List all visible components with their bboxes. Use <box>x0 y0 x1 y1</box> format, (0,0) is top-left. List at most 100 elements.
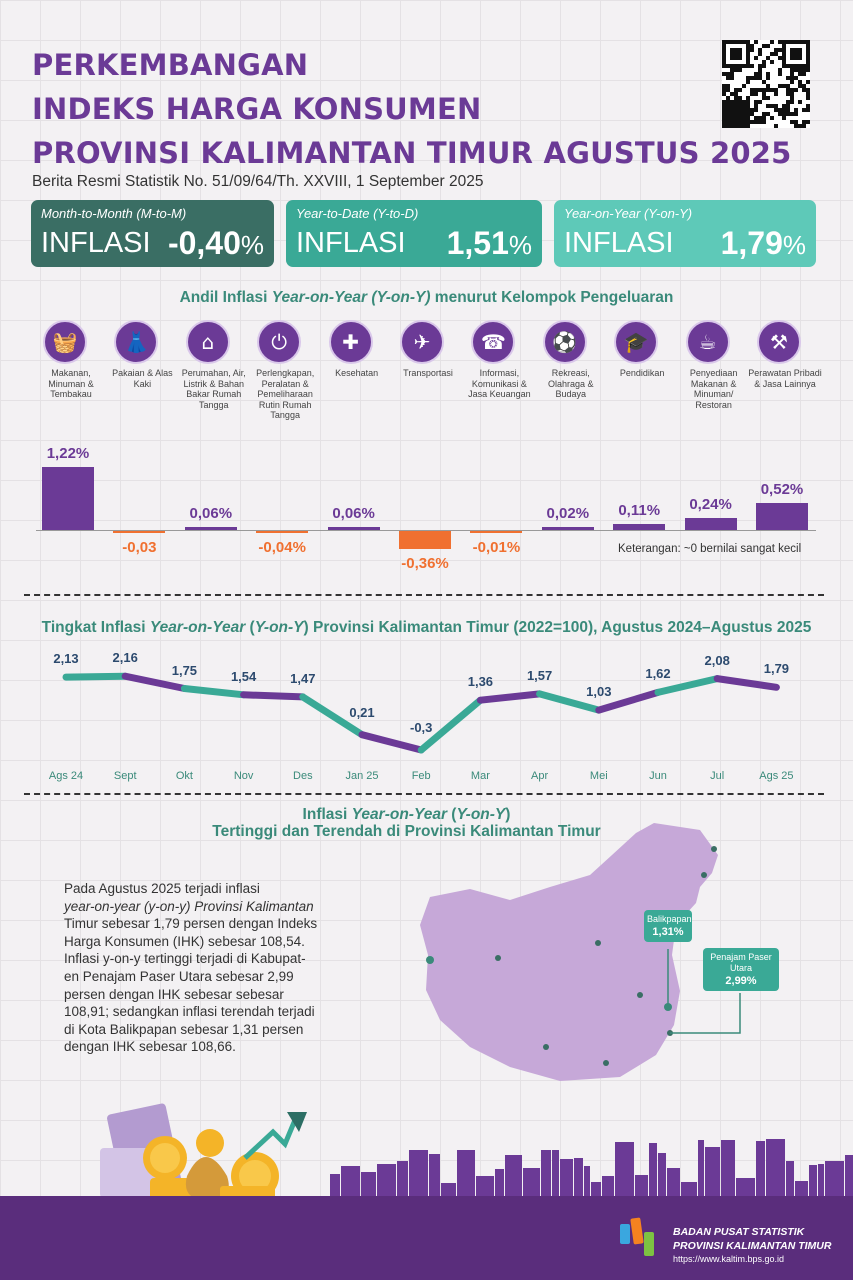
mtm-label: Month-to-Month (M-to-M) <box>41 206 187 221</box>
map-shape <box>420 823 718 1081</box>
bar-6 <box>470 530 523 533</box>
bar-baseline <box>36 530 816 531</box>
bar-value-label: 0,02% <box>546 505 590 522</box>
graduation-cap-icon: 🎓 <box>614 320 659 364</box>
bar-section-title: Andil Inflasi Year-on-Year (Y-on-Y) menu… <box>179 289 674 306</box>
bar-4 <box>327 526 380 530</box>
line-value-label: 1,03 <box>586 684 612 700</box>
bar-value-label: 0,06% <box>189 504 233 522</box>
category-label: Perlengkapan, Peralatan & Pemeliharaan R… <box>256 368 315 420</box>
yoy-label: Year-on-Year (Y-on-Y) <box>564 206 693 221</box>
bar-value-label: 1,22% <box>46 444 90 462</box>
bar-0 <box>42 466 94 530</box>
month-label: Sept <box>113 770 137 782</box>
month-label: Jan 25 <box>345 770 379 782</box>
line-segment <box>358 731 425 754</box>
ytd-word: INFLASI <box>296 227 406 259</box>
plug-icon: ⏻ <box>257 320 302 364</box>
category-label: Transportasi <box>403 368 453 378</box>
yoy-word: INFLASI <box>564 227 674 259</box>
line-value-label: -0,3 <box>409 720 433 735</box>
line-chart <box>62 672 780 754</box>
line-segment <box>299 693 366 739</box>
category-label: Perumahan, Air, Listrik & Bahan Bakar Ru… <box>181 368 246 410</box>
bar-value-label: 0,11% <box>618 502 661 520</box>
bps-province-name: PROVINSI KALIMANTAN TIMUR <box>673 1240 832 1252</box>
ytd-inflation-box: Year-to-Date (Y-to-D) INFLASI 1,51% <box>286 200 542 267</box>
line-segment <box>121 672 188 692</box>
kaltim-map <box>420 823 741 1081</box>
bar-7 <box>541 527 594 530</box>
bar-note: Keterangan: ~0 bernilai sangat kecil <box>618 543 802 555</box>
yoy-value: 1,79% <box>720 225 806 261</box>
category-label: Makanan, Minuman & Tembakau <box>48 368 94 399</box>
line-segment <box>180 685 248 699</box>
bar-value-label: 0,52% <box>760 480 804 498</box>
bar-9 <box>684 517 737 530</box>
map-section-subtitle: Tertinggi dan Terendah di Provinsi Kalim… <box>212 823 601 840</box>
food-basket-icon: 🧺 <box>43 320 87 364</box>
line-value-label: 1,75 <box>171 662 198 678</box>
category-label: Rekreasi, Olahraga & Budaya <box>548 368 594 399</box>
phone-icon: ☎ <box>471 320 516 364</box>
bar-10 <box>756 502 808 530</box>
bar-5 <box>399 530 451 549</box>
line-value-label: 1,54 <box>230 668 257 684</box>
bar-value-label: -0,04% <box>258 539 306 556</box>
month-label: Ags 24 <box>48 770 84 782</box>
medical-kit-icon: ✚ <box>328 320 373 364</box>
line-value-label: 2,08 <box>704 652 730 668</box>
qr-code-icon <box>722 40 810 128</box>
category-label: Kesehatan <box>335 368 379 378</box>
title-line-1: PERKEMBANGAN <box>32 48 309 82</box>
bps-url[interactable]: https://www.kaltim.bps.go.id <box>673 1254 785 1264</box>
dress-icon: 👗 <box>114 320 159 364</box>
month-label: Jun <box>649 770 667 782</box>
month-label: Apr <box>531 770 549 782</box>
month-label: Des <box>293 770 313 782</box>
house-icon: ⌂ <box>185 320 230 364</box>
month-label: Okt <box>175 770 193 782</box>
skyline-illustration <box>330 1139 853 1197</box>
bar-value-label: 0,06% <box>332 504 375 522</box>
callout-penajam: Penajam Paser Utara 2,99% <box>703 948 779 991</box>
footer <box>0 1196 853 1280</box>
bar-8 <box>613 524 666 530</box>
line-section-title: Tingkat Inflasi Year-on-Year (Y-on-Y) Pr… <box>41 619 812 636</box>
line-segment <box>417 696 484 754</box>
month-label: Nov <box>233 770 254 782</box>
category-label: Penyediaan Makanan & Minuman/ Restoran <box>689 368 738 410</box>
money-illustration <box>100 1103 307 1203</box>
sport-icon: ⚽ <box>542 320 587 364</box>
bar-value-label: -0,01% <box>472 539 521 556</box>
line-value-label: 1,62 <box>645 666 671 682</box>
line-value-label: 1,47 <box>290 670 316 686</box>
fastfood-icon: ☕ <box>685 320 730 364</box>
bar-2 <box>184 526 237 530</box>
line-segment <box>595 688 662 714</box>
line-segment <box>713 675 780 691</box>
subtitle: Berita Resmi Statistik No. 51/09/64/Th. … <box>32 173 484 190</box>
category-label: Perawatan Pribadi & Jasa Lainnya <box>748 368 822 389</box>
line-segment <box>476 690 544 704</box>
bps-org-name: BADAN PUSAT STATISTIK <box>673 1226 805 1238</box>
callout-balikpapan: Balikpapan 1,31% <box>644 910 692 942</box>
line-value-label: 2,13 <box>53 651 79 667</box>
ytd-label: Year-to-Date (Y-to-D) <box>296 206 419 221</box>
map-section-title: Inflasi Year-on-Year (Y-on-Y) <box>302 806 511 823</box>
line-value-label: 1,79 <box>763 661 790 677</box>
line-value-label: 1,36 <box>467 674 494 690</box>
mtm-word: INFLASI <box>41 227 151 259</box>
bar-value-label: -0,36% <box>401 554 449 572</box>
line-value-label: 1,57 <box>526 667 553 683</box>
bar-value-label: 0,24% <box>689 495 732 513</box>
line-segment <box>240 691 307 701</box>
bar-3 <box>256 530 309 533</box>
yoy-inflation-box: Year-on-Year (Y-on-Y) INFLASI 1,79% <box>554 200 816 267</box>
line-segment <box>62 672 129 681</box>
category-label: Informasi, Komunikasi & Jasa Keuangan <box>468 368 531 399</box>
category-label: Pakaian & Alas Kaki <box>112 368 173 389</box>
bps-logo-icon <box>620 1217 654 1256</box>
category-label: Pendidikan <box>619 368 665 378</box>
line-value-label: 0,21 <box>349 704 375 720</box>
